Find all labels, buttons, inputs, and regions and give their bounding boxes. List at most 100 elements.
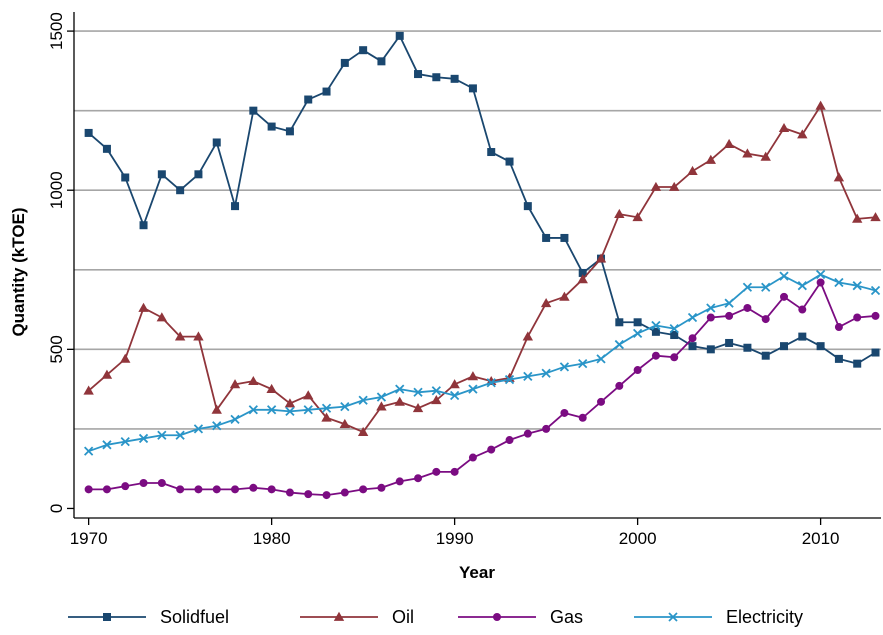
point-electricity (212, 421, 222, 431)
legend-label-gas: Gas (550, 607, 583, 627)
point-electricity (395, 384, 405, 394)
series-group (83, 31, 881, 500)
point-solidfuel (285, 127, 294, 136)
point-gas (725, 311, 734, 320)
point-oil (211, 404, 222, 414)
point-oil (797, 129, 808, 139)
point-solidfuel (340, 58, 349, 67)
point-oil (229, 379, 241, 389)
point-electricity (431, 386, 441, 396)
series-line-oil (88, 104, 876, 433)
point-gas (670, 353, 679, 362)
point-electricity (504, 374, 515, 385)
point-electricity (742, 282, 753, 292)
point-gas (157, 478, 166, 487)
legend-item-gas: Gas (458, 607, 583, 627)
point-electricity (669, 324, 679, 334)
ticks: 1970 1980 1990 2000 2010 0 500 1000 1500 (47, 12, 840, 548)
point-gas (432, 467, 441, 476)
point-solidfuel (633, 318, 642, 327)
point-solidfuel (651, 327, 660, 336)
point-electricity (303, 405, 313, 415)
point-oil (614, 208, 625, 218)
point-oil (339, 418, 351, 429)
point-gas (487, 445, 496, 454)
point-gas (560, 408, 569, 417)
point-solidfuel (761, 351, 770, 360)
point-oil (778, 122, 790, 133)
point-oil (284, 398, 296, 408)
point-gas (194, 485, 203, 494)
point-solidfuel (487, 148, 496, 157)
point-electricity (651, 320, 661, 331)
point-electricity (706, 303, 716, 313)
point-gas (798, 305, 807, 314)
point-solidfuel (157, 170, 166, 179)
point-solidfuel (249, 106, 258, 115)
point-electricity (449, 390, 460, 401)
legend-label-oil: Oil (392, 607, 414, 627)
point-oil (577, 274, 588, 284)
point-oil (412, 403, 424, 413)
point-electricity (248, 405, 258, 415)
point-gas (285, 488, 294, 497)
point-electricity (413, 387, 423, 397)
point-solidfuel (505, 157, 514, 166)
x-tick-label: 2000 (619, 529, 657, 548)
axes (73, 12, 881, 519)
point-electricity (321, 403, 332, 413)
point-gas (267, 485, 276, 494)
point-oil (687, 165, 698, 176)
point-solidfuel (834, 354, 843, 363)
y-tick-label: 500 (47, 335, 66, 363)
point-gas (102, 485, 111, 494)
point-oil (833, 172, 845, 182)
point-oil (83, 385, 94, 395)
point-oil (760, 151, 771, 161)
legend-marker-solidfuel (103, 613, 111, 621)
point-solidfuel (780, 342, 789, 351)
point-electricity (102, 440, 112, 450)
point-electricity (340, 401, 350, 412)
point-gas (651, 351, 660, 360)
point-solidfuel (871, 348, 880, 357)
point-oil (174, 331, 186, 341)
point-oil (595, 253, 607, 263)
point-electricity (815, 269, 826, 280)
point-gas (871, 311, 880, 320)
point-oil (321, 412, 332, 422)
y-tick-label: 1500 (47, 12, 66, 50)
point-solidfuel (359, 46, 368, 55)
point-gas (761, 315, 770, 324)
point-solidfuel (816, 342, 825, 351)
series-oil (83, 100, 881, 436)
series-solidfuel (84, 31, 880, 368)
point-solidfuel (121, 173, 130, 182)
point-solidfuel (560, 233, 569, 242)
point-solidfuel (432, 73, 441, 82)
point-gas (359, 485, 368, 494)
point-solidfuel (231, 202, 240, 211)
point-electricity (376, 392, 387, 402)
point-solidfuel (176, 186, 185, 195)
point-gas (176, 485, 185, 494)
point-oil (705, 154, 717, 164)
point-electricity (84, 446, 94, 456)
series-line-electricity (88, 273, 876, 453)
point-oil (193, 331, 204, 341)
point-solidfuel (84, 128, 93, 137)
point-gas (816, 278, 825, 287)
point-solidfuel (102, 144, 111, 153)
point-gas (395, 477, 404, 486)
point-gas (450, 467, 459, 476)
point-solidfuel (615, 318, 624, 327)
point-electricity (596, 354, 606, 364)
point-electricity (834, 277, 844, 288)
x-tick-label: 1980 (253, 529, 291, 548)
point-solidfuel (853, 359, 862, 368)
point-gas (340, 488, 349, 497)
point-electricity (724, 298, 734, 308)
point-solidfuel (523, 202, 532, 211)
point-gas (542, 424, 551, 433)
point-gas (780, 292, 789, 301)
